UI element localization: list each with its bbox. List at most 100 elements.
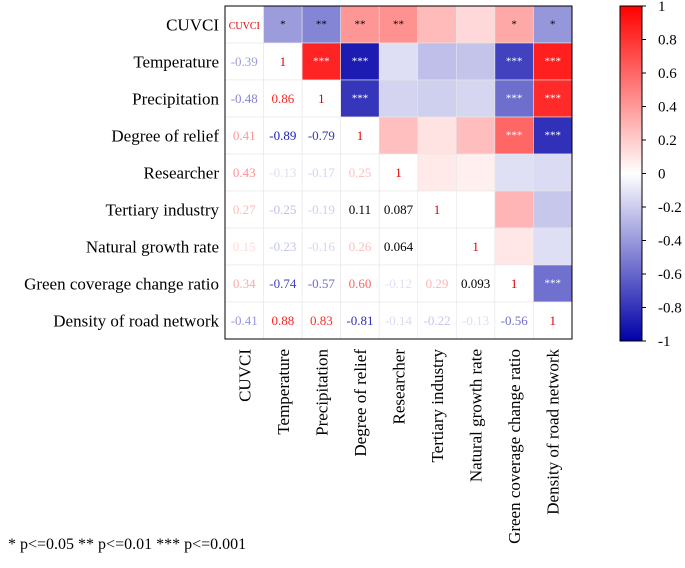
significance-mark-r1-c3: *** [352, 56, 369, 68]
heatmap-cell-r0-c5 [417, 5, 457, 44]
correlation-label-r8-c2: 0.83 [310, 313, 333, 328]
heatmap-cell-r6-c5 [417, 227, 457, 266]
significance-mark-r7-c8: *** [544, 278, 561, 290]
correlation-label-r7-c0: 0.34 [233, 276, 256, 291]
heatmap-cell-r2-c5 [417, 79, 457, 118]
heatmap-cell-r1-c5 [417, 42, 457, 81]
heatmap-cell-r1-c6 [456, 42, 496, 81]
heatmap-cell-r2-c7 [494, 79, 534, 118]
colorbar-tick-label-7: -0.4 [658, 234, 682, 250]
correlation-label-r7-c5: 0.29 [426, 276, 449, 291]
colorbar-tick-label-0: 1 [658, 0, 666, 15]
heatmap-cell-r0-c6 [456, 5, 496, 44]
correlation-label-r3-c1: -0.89 [269, 128, 296, 143]
correlation-label-r7-c3: 0.60 [349, 276, 372, 291]
heatmap-cell-r4-c8 [533, 153, 573, 192]
correlation-label-r5-c2: -0.19 [308, 202, 335, 217]
significance-mark-r0-c2: ** [316, 19, 327, 31]
colorbar-tick-label-6: -0.2 [658, 200, 682, 216]
heatmap-cell-r5-c0 [224, 190, 264, 229]
column-label-5: Tertiary industry [428, 349, 447, 463]
significance-mark-r3-c7: *** [506, 130, 523, 142]
heatmap-cell-r2-c4 [378, 79, 419, 118]
significance-mark-r1-c8: *** [544, 56, 561, 68]
heatmap-cell-r4-c3 [340, 153, 380, 192]
row-label-1: Temperature [133, 53, 219, 72]
heatmap-cell-r7-c5 [417, 264, 457, 303]
heatmap-cell-r8-c7 [494, 301, 534, 340]
heatmap-cell-r0-c7 [494, 5, 534, 44]
row-label-4: Researcher [143, 164, 219, 183]
heatmap-cell-r4-c1 [263, 153, 303, 192]
correlation-label-r7-c6: 0.093 [461, 276, 490, 291]
correlation-label-r6-c3: 0.26 [349, 239, 372, 254]
column-label-7: Green coverage change ratio [505, 349, 524, 544]
heatmap-cell-r7-c3 [340, 264, 380, 303]
correlation-label-r8-c8: 1 [549, 313, 556, 328]
correlation-label-r8-c7: -0.56 [501, 313, 529, 328]
heatmap-cell-r7-c2 [301, 264, 341, 303]
row-label-2: Precipitation [132, 90, 219, 109]
heatmap-cell-r3-c5 [417, 116, 457, 155]
correlation-label-r6-c1: -0.23 [269, 239, 296, 254]
heatmap-cell-r1-c7 [494, 42, 534, 81]
correlation-label-r8-c0: -0.41 [231, 313, 258, 328]
correlation-label-r5-c0: 0.27 [233, 202, 256, 217]
significance-mark-r0-c4: ** [393, 19, 404, 31]
heatmap-cell-r5-c5 [417, 190, 457, 229]
heatmap-cell-r3-c1 [263, 116, 303, 155]
row-label-0: CUVCI [166, 16, 219, 35]
correlation-label-r1-c0: -0.39 [231, 54, 258, 69]
colorbar: 1 0.8 0.6 0.4 0.2 0 -0.2 -0.4 -0.6 -0.8 -1 [619, 0, 682, 350]
correlation-label-r4-c4: 1 [395, 165, 402, 180]
significance-mark-r0-c1: * [280, 19, 286, 31]
colorbar-tick-label-5: 0 [658, 167, 666, 183]
colorbar-tick-label-10: -1 [658, 334, 671, 350]
correlation-label-r7-c2: -0.57 [308, 276, 336, 291]
correlation-label-r2-c2: 1 [318, 91, 325, 106]
correlation-label-r2-c1: 0.86 [271, 91, 294, 106]
heatmap-cell-r8-c4 [378, 301, 419, 340]
heatmap-cell-r7-c4 [378, 264, 419, 303]
heatmap-cell-r3-c3 [340, 116, 380, 155]
correlation-label-r0-c0: CUVCI [229, 21, 260, 32]
column-label-2: Precipitation [312, 349, 331, 436]
heatmap-cell-r1-c2 [301, 42, 341, 81]
row-label-3: Degree of relief [111, 127, 219, 146]
correlation-label-r1-c1: 1 [280, 54, 287, 69]
significance-mark-r0-c7: * [511, 19, 517, 31]
correlation-label-r7-c4: -0.12 [385, 276, 412, 291]
heatmap-cell-r6-c2 [301, 227, 341, 266]
correlation-label-r6-c4: 0.064 [384, 239, 414, 254]
heatmap-cell-r6-c7 [494, 227, 534, 266]
heatmap-cell-r8-c1 [263, 301, 303, 340]
column-label-0: CUVCI [235, 349, 254, 402]
correlation-label-r2-c0: -0.48 [231, 91, 258, 106]
significance-mark-r1-c2: *** [313, 56, 330, 68]
significance-mark-r2-c7: *** [506, 93, 523, 105]
heatmap-cell-r1-c4 [378, 42, 419, 81]
column-label-3: Degree of relief [351, 349, 370, 457]
heatmap-cell-r2-c6 [456, 79, 496, 118]
correlation-label-r4-c1: -0.13 [269, 165, 296, 180]
significance-mark-r2-c8: *** [544, 93, 561, 105]
column-label-4: Researcher [390, 349, 409, 425]
heatmap-cell-r2-c0 [224, 79, 264, 118]
correlation-label-r6-c0: 0.15 [233, 239, 256, 254]
correlation-label-r3-c3: 1 [357, 128, 364, 143]
heatmap-cell-r6-c8 [533, 227, 573, 266]
heatmap-cell-r6-c0 [224, 227, 264, 266]
colorbar-gradient [619, 5, 643, 342]
correlation-label-r5-c5: 1 [434, 202, 441, 217]
heatmap-cell-r6-c6 [456, 227, 496, 266]
correlation-label-r4-c0: 0.43 [233, 165, 256, 180]
row-label-8: Density of road network [53, 312, 219, 331]
heatmap-cell-r0-c0 [224, 5, 264, 44]
row-label-7: Green coverage change ratio [24, 275, 219, 294]
heatmap-cell-r4-c7 [494, 153, 534, 192]
correlation-label-r3-c0: 0.41 [233, 128, 256, 143]
correlation-label-r8-c3: -0.81 [346, 313, 373, 328]
correlation-label-r4-c2: -0.17 [308, 165, 336, 180]
correlation-label-r8-c6: -0.13 [462, 313, 489, 328]
